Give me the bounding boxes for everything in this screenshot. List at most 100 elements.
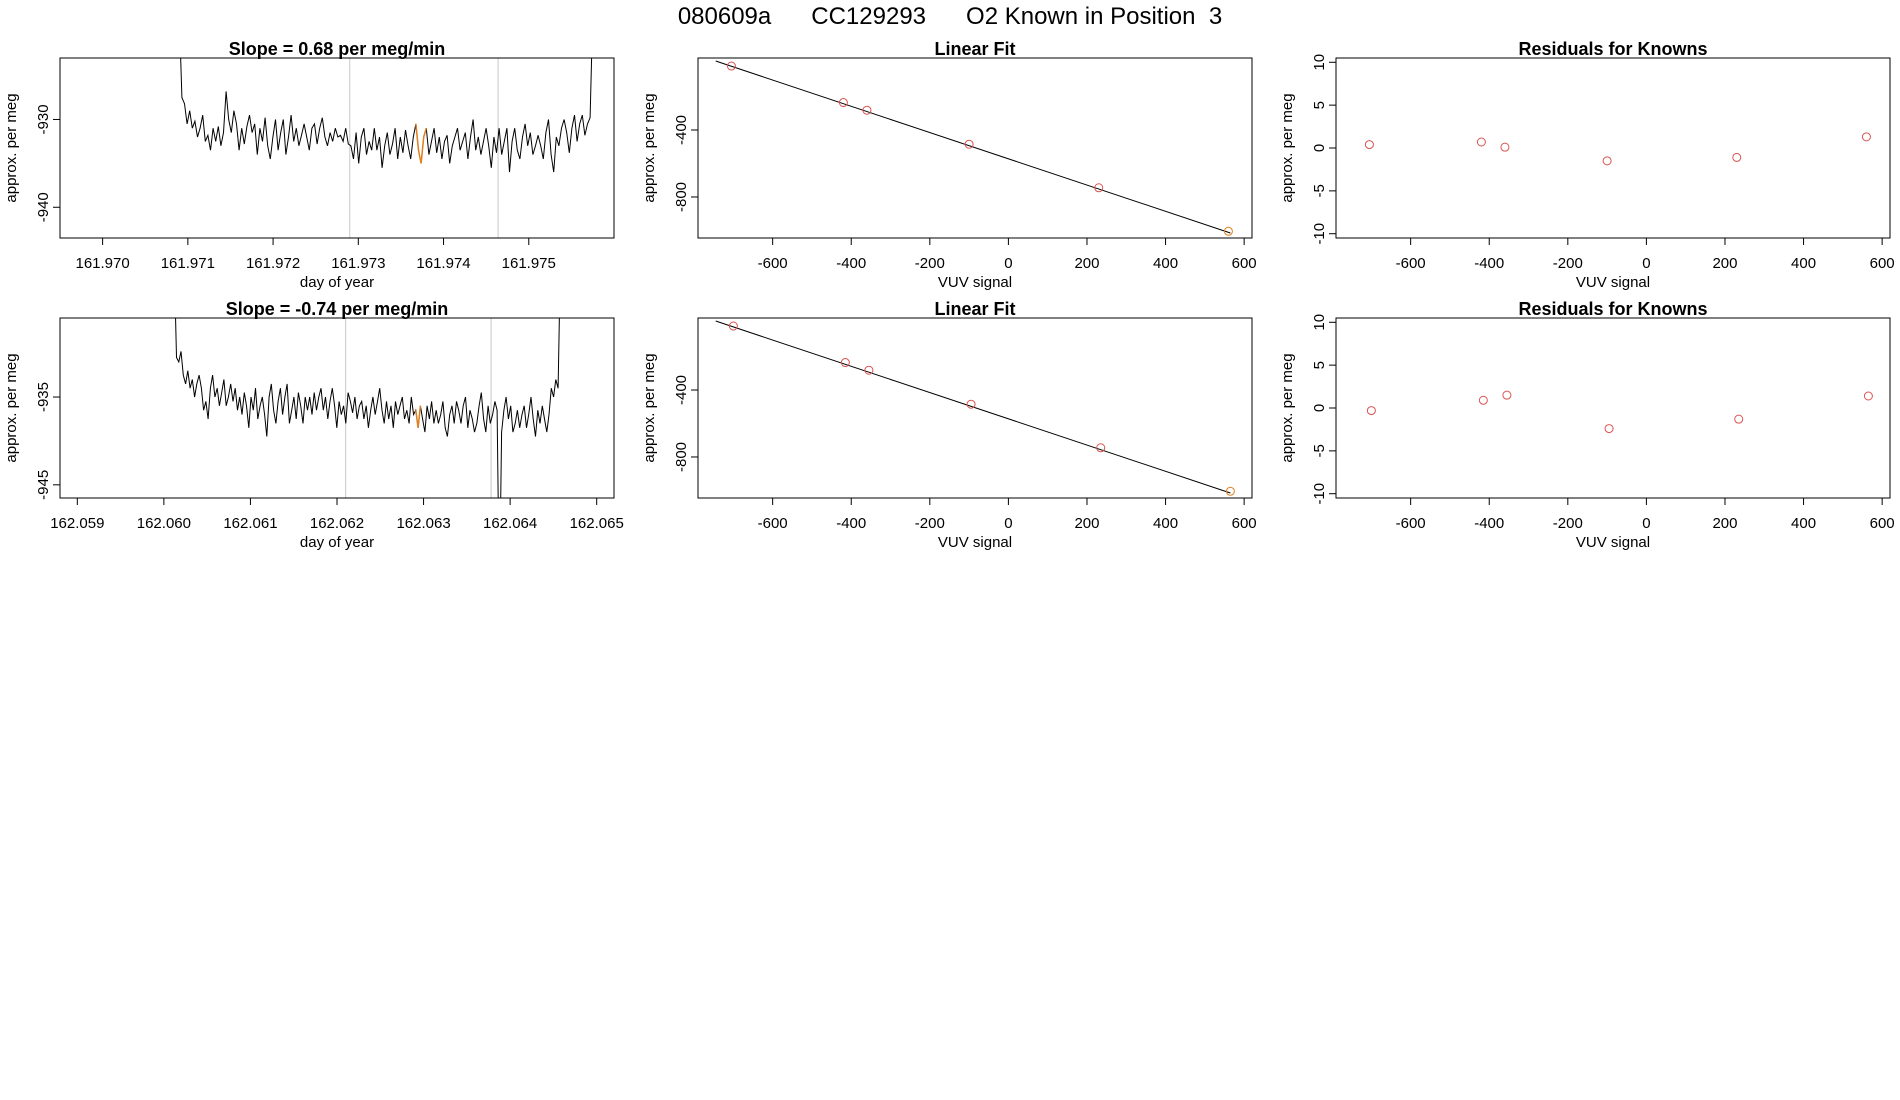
fit-point [1225, 486, 1235, 496]
fit-line [715, 320, 1231, 494]
x-tick-label: 400 [1153, 515, 1178, 532]
x-tick-label: 600 [1870, 255, 1895, 272]
x-tick-label: 162.064 [483, 515, 537, 532]
x-tick-label: 162.060 [137, 515, 191, 532]
x-tick-label: -600 [1396, 255, 1426, 272]
panel-6: Residuals for Knowns -600 -400 -200 0 200 400 6… [1279, 299, 1895, 551]
panel-title: Slope = 0.68 per meg/min [229, 39, 446, 59]
panel-2: Linear Fit -600 -400 -200 0 200 400 600 -800 -400… [641, 39, 1257, 291]
x-tick-label: 161.971 [161, 255, 215, 272]
plot-area [715, 320, 1235, 496]
panel-4: Slope = -0.74 per meg/min 162.059 162.060 1… [3, 299, 624, 551]
x-tick-label: 162.061 [223, 515, 277, 532]
plot-area [1364, 132, 1871, 166]
y-tick-label: -5 [1311, 444, 1328, 457]
x-axis-label: VUV signal [1576, 274, 1650, 291]
x-tick-label: 400 [1791, 515, 1816, 532]
highlight-segment [415, 123, 428, 164]
known-point [1476, 137, 1486, 147]
y-tick-label: -400 [673, 115, 690, 145]
panel-3: Residuals for Knowns -600 -400 -200 0 200 400 6… [1279, 39, 1895, 291]
x-tick-label: 600 [1232, 515, 1257, 532]
x-tick-label: 400 [1153, 255, 1178, 272]
x-tick-label: 161.975 [502, 255, 556, 272]
series-line [180, 58, 593, 173]
x-tick-label: -400 [836, 255, 866, 272]
y-tick-label: 5 [1311, 101, 1328, 109]
plot-area [715, 60, 1233, 236]
known-point [864, 365, 874, 375]
x-axis-label: VUV signal [938, 274, 1012, 291]
x-tick-label: 162.062 [310, 515, 364, 532]
y-axis-label: approx. per meg [641, 93, 658, 202]
x-tick-label: -400 [1474, 515, 1504, 532]
x-axis-label: VUV signal [1576, 534, 1650, 551]
plot-frame [59, 57, 615, 239]
x-tick-label: 0 [1004, 515, 1012, 532]
y-tick-label: 10 [1311, 54, 1328, 71]
x-tick-label: 161.972 [246, 255, 300, 272]
highlight-segment [415, 405, 422, 428]
known-point [1478, 395, 1488, 405]
y-tick-label: -800 [673, 182, 690, 212]
y-tick-label: 0 [1311, 404, 1328, 412]
y-tick-label: -5 [1311, 184, 1328, 197]
y-axis-label: approx. per meg [3, 93, 20, 202]
panel-1: Slope = 0.68 per meg/min 161.970 161.971 16… [3, 39, 615, 291]
x-tick-label: 400 [1791, 255, 1816, 272]
x-tick-label: 200 [1074, 515, 1099, 532]
plot-frame [1335, 57, 1891, 239]
x-tick-label: 162.063 [396, 515, 450, 532]
plot-frame [1335, 317, 1891, 499]
x-tick-label: -600 [758, 255, 788, 272]
x-tick-label: -400 [836, 515, 866, 532]
y-tick-label: -935 [35, 382, 52, 412]
x-tick-label: -600 [1396, 515, 1426, 532]
figure-title: 080609a CC129293 O2 Known in Position 3 [0, 3, 1900, 31]
y-axis-label: approx. per meg [641, 353, 658, 462]
panel-title: Slope = -0.74 per meg/min [226, 299, 449, 319]
x-tick-label: 0 [1642, 255, 1650, 272]
x-tick-label: -200 [915, 515, 945, 532]
known-point [1364, 140, 1374, 150]
panel-title: Linear Fit [934, 39, 1015, 59]
x-tick-label: 200 [1712, 515, 1737, 532]
x-tick-label: 600 [1232, 255, 1257, 272]
known-point [1602, 156, 1612, 166]
x-axis-label: VUV signal [938, 534, 1012, 551]
x-tick-label: 161.974 [416, 255, 470, 272]
panel-title: Residuals for Knowns [1518, 39, 1707, 59]
known-point [1502, 390, 1512, 400]
fit-line [715, 60, 1231, 234]
x-tick-label: 200 [1712, 255, 1737, 272]
x-tick-label: -200 [1553, 255, 1583, 272]
x-tick-label: 162.065 [570, 515, 624, 532]
known-point [838, 98, 848, 108]
panel-5: Linear Fit -600 -400 -200 0 200 400 600 -800 -400… [641, 299, 1257, 551]
y-tick-label: -400 [673, 375, 690, 405]
x-tick-label: -600 [758, 515, 788, 532]
x-tick-label: -200 [1553, 515, 1583, 532]
known-point [964, 139, 974, 149]
plot-frame [59, 317, 615, 499]
known-point [1366, 406, 1376, 416]
known-point [966, 399, 976, 409]
series-line [175, 318, 560, 498]
cylinder-id: CC129293 [811, 3, 927, 30]
panel-title: Linear Fit [934, 299, 1015, 319]
y-tick-label: 5 [1311, 361, 1328, 369]
known-point [1500, 142, 1510, 152]
y-tick-label: -940 [35, 192, 52, 222]
known-point [1094, 183, 1104, 193]
y-tick-label: 10 [1311, 314, 1328, 331]
panel-title: Residuals for Knowns [1518, 299, 1707, 319]
y-tick-label: -10 [1311, 483, 1328, 505]
x-tick-label: 161.970 [75, 255, 129, 272]
y-axis-label: approx. per meg [1279, 353, 1296, 462]
known-point [1861, 132, 1871, 142]
known-point [840, 358, 850, 368]
position-label: O2 Known in Position 3 [966, 3, 1223, 30]
fit-point [1223, 226, 1233, 236]
y-axis-label: approx. per meg [3, 353, 20, 462]
